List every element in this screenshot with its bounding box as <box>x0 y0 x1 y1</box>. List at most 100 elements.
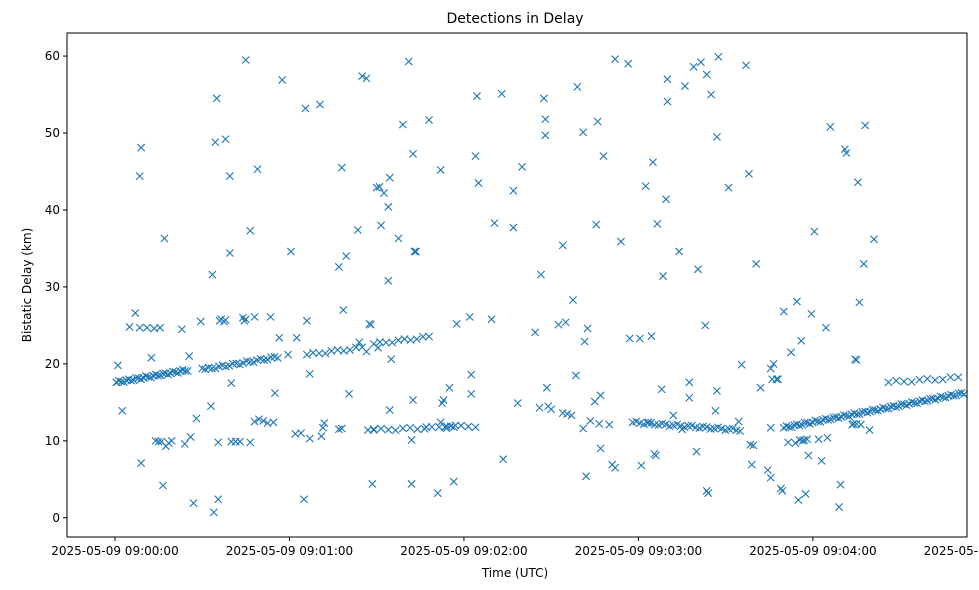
detection-marker <box>225 361 234 370</box>
detection-marker <box>499 455 508 464</box>
detection-marker <box>785 423 794 432</box>
detection-marker <box>702 486 711 495</box>
detection-marker <box>384 202 393 211</box>
detection-marker <box>949 391 958 400</box>
detection-marker <box>852 356 861 365</box>
detection-marker <box>728 424 737 433</box>
detection-marker <box>112 378 121 387</box>
y-axis: 0 10 20 30 40 50 60 <box>45 49 67 525</box>
detection-marker <box>804 451 813 460</box>
detection-marker <box>907 377 916 386</box>
detection-marker <box>316 100 324 109</box>
detection-marker <box>892 376 901 385</box>
detection-marker <box>158 481 167 490</box>
plot-frame <box>66 32 968 538</box>
detection-marker <box>856 420 865 429</box>
detection-marker <box>305 369 314 378</box>
detection-marker <box>772 375 781 384</box>
detection-marker <box>118 406 127 415</box>
detection-marker <box>410 247 419 256</box>
detection-marker <box>404 57 413 66</box>
detection-marker <box>884 378 893 387</box>
detection-marker <box>394 234 403 243</box>
detection-marker <box>653 219 662 228</box>
detection-marker <box>849 419 858 428</box>
detection-marker <box>154 371 163 380</box>
detection-marker <box>734 417 743 426</box>
detection-marker <box>647 332 656 341</box>
detection-marker <box>813 417 822 426</box>
plot-area <box>112 52 969 517</box>
detection-marker <box>685 378 694 387</box>
detection-marker <box>541 115 550 124</box>
detection-marker <box>784 438 793 447</box>
detection-marker <box>159 369 168 378</box>
detection-marker <box>852 410 861 419</box>
detection-marker <box>689 62 698 71</box>
detection-marker <box>583 324 592 333</box>
detection-marker <box>644 418 653 427</box>
detection-marker <box>452 319 461 328</box>
detection-marker <box>791 439 800 448</box>
detection-marker <box>137 375 145 384</box>
y-tick-label: 0 <box>52 511 60 525</box>
y-tick-label: 60 <box>45 49 60 63</box>
detection-marker <box>487 315 496 324</box>
detection-marker <box>246 226 255 235</box>
detection-marker <box>573 82 582 91</box>
detection-marker <box>228 359 237 368</box>
detection-marker <box>382 338 391 347</box>
detection-marker <box>284 350 292 359</box>
detection-marker <box>315 349 324 358</box>
detection-marker <box>939 393 948 402</box>
detection-marker <box>211 364 220 373</box>
detection-marker <box>178 365 187 374</box>
detection-marker <box>702 70 711 79</box>
detection-marker <box>467 389 476 398</box>
detection-marker <box>177 325 186 334</box>
detection-marker <box>807 309 816 318</box>
detection-marker <box>292 333 301 342</box>
detection-marker <box>554 320 563 329</box>
detection-marker <box>144 372 153 381</box>
detection-marker <box>747 460 756 469</box>
detection-marker <box>724 183 733 192</box>
detection-marker <box>355 338 364 347</box>
detection-marker <box>692 447 701 456</box>
detection-marker <box>547 405 556 414</box>
y-tick-label: 10 <box>45 434 60 448</box>
detection-marker <box>817 456 826 465</box>
detection-marker <box>795 421 804 430</box>
detection-marker <box>821 323 830 332</box>
detection-marker <box>836 480 845 489</box>
detection-marker <box>253 165 262 174</box>
detection-marker <box>868 405 877 414</box>
detection-marker <box>320 419 329 428</box>
detection-marker <box>412 335 421 344</box>
detection-marker <box>301 104 310 113</box>
detection-marker <box>931 395 940 404</box>
detection-marker <box>474 179 483 188</box>
detection-marker <box>839 411 848 420</box>
detection-marker <box>186 432 195 441</box>
detection-marker <box>327 346 336 355</box>
detection-marker <box>388 338 397 347</box>
y-tick-label: 20 <box>45 357 60 371</box>
detection-marker <box>250 312 259 321</box>
detection-marker <box>957 388 966 397</box>
detection-marker <box>125 322 134 331</box>
detection-marker <box>321 349 330 358</box>
detection-marker <box>337 163 346 172</box>
detection-marker <box>246 357 255 366</box>
detection-marker <box>422 422 431 431</box>
detection-marker <box>275 333 284 342</box>
detection-marker <box>151 370 160 379</box>
detection-marker <box>659 272 668 281</box>
detection-marker <box>712 132 721 141</box>
detection-marker <box>451 421 460 430</box>
detection-marker <box>792 297 801 306</box>
y-axis-label: Bistatic Delay (km) <box>20 228 34 343</box>
detection-marker <box>605 420 614 429</box>
detection-marker <box>225 172 234 181</box>
